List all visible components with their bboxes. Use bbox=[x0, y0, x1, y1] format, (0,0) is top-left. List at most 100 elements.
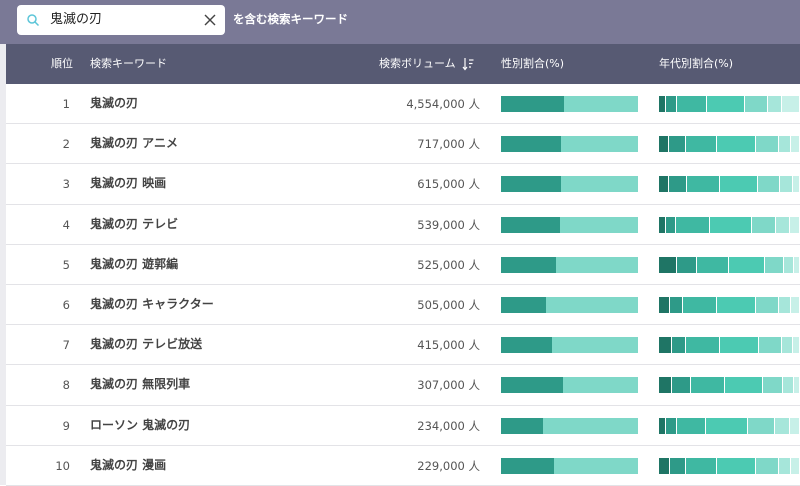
age-segment bbox=[794, 377, 800, 394]
gender-female-segment bbox=[543, 417, 638, 434]
search-bar: 鬼滅の刃 を含む検索キーワード bbox=[0, 0, 800, 44]
age-segment bbox=[666, 216, 676, 233]
rank-cell: 7 bbox=[62, 338, 70, 353]
gender-male-segment bbox=[501, 417, 544, 434]
table-row[interactable]: 1 鬼滅の刃 4,554,000 人 bbox=[6, 84, 800, 125]
gender-male-segment bbox=[501, 457, 555, 474]
search-value: 鬼滅の刃 bbox=[50, 12, 103, 27]
age-segment bbox=[725, 377, 764, 394]
keyword-link[interactable]: 鬼滅の刃 漫画 bbox=[90, 457, 167, 472]
volume-cell: 717,000 人 bbox=[417, 137, 480, 152]
age-segment bbox=[716, 296, 757, 313]
gender-female-segment bbox=[562, 377, 638, 394]
volume-cell: 307,000 人 bbox=[417, 378, 480, 393]
volume-cell: 525,000 人 bbox=[417, 257, 480, 272]
header-gender: 性別割合(%) bbox=[501, 57, 565, 70]
contains-label: を含む検索キーワード bbox=[233, 12, 348, 26]
age-segment bbox=[790, 417, 800, 434]
table-header: 順位 検索キーワード 検索ボリューム 性別割合(%) 年代別割合(%) bbox=[6, 44, 800, 84]
age-ratio-bar bbox=[659, 96, 800, 112]
age-segment bbox=[744, 96, 768, 112]
age-segment bbox=[778, 457, 792, 474]
age-segment bbox=[666, 417, 678, 434]
table-row[interactable]: 5 鬼滅の刃 遊郭編 525,000 人 bbox=[6, 244, 800, 285]
gender-female-segment bbox=[561, 136, 638, 153]
table-row[interactable]: 2 鬼滅の刃 アニメ 717,000 人 bbox=[6, 124, 800, 165]
age-segment bbox=[659, 377, 672, 394]
keyword-link[interactable]: 鬼滅の刃 キャラクター bbox=[90, 296, 214, 311]
age-ratio-bar bbox=[659, 377, 800, 394]
keyword-link[interactable]: 鬼滅の刃 アニメ bbox=[90, 136, 178, 151]
age-segment bbox=[767, 96, 782, 112]
volume-cell: 234,000 人 bbox=[417, 418, 480, 433]
age-segment bbox=[791, 136, 800, 153]
gender-ratio-bar bbox=[501, 337, 638, 354]
keyword-link[interactable]: 鬼滅の刃 無限列車 bbox=[90, 377, 191, 392]
age-segment bbox=[670, 457, 686, 474]
clear-icon[interactable] bbox=[203, 13, 217, 27]
age-segment bbox=[691, 377, 726, 394]
age-segment bbox=[677, 256, 698, 273]
rank-cell: 6 bbox=[62, 297, 70, 312]
age-segment bbox=[752, 216, 776, 233]
age-segment bbox=[659, 296, 671, 313]
age-ratio-bar bbox=[659, 136, 800, 153]
age-segment bbox=[790, 216, 800, 233]
age-segment bbox=[687, 176, 720, 193]
age-segment bbox=[709, 216, 753, 233]
volume-cell: 4,554,000 人 bbox=[406, 97, 480, 111]
age-segment bbox=[781, 96, 800, 112]
age-segment bbox=[659, 136, 669, 153]
gender-male-segment bbox=[501, 337, 552, 354]
gender-female-segment bbox=[551, 337, 638, 354]
volume-cell: 415,000 人 bbox=[417, 338, 480, 353]
gender-ratio-bar bbox=[501, 457, 638, 474]
gender-male-segment bbox=[501, 176, 562, 193]
gender-ratio-bar bbox=[501, 296, 638, 313]
keyword-link[interactable]: 鬼滅の刃 テレビ放送 bbox=[90, 337, 203, 352]
age-segment bbox=[659, 176, 669, 193]
table-row[interactable]: 7 鬼滅の刃 テレビ放送 415,000 人 bbox=[6, 325, 800, 366]
table-row[interactable]: 9 ローソン 鬼滅の刃 234,000 人 bbox=[6, 405, 800, 446]
age-segment bbox=[671, 337, 686, 354]
left-strip bbox=[0, 44, 6, 485]
age-segment bbox=[757, 176, 781, 193]
age-segment bbox=[756, 457, 779, 474]
keyword-link[interactable]: 鬼滅の刃 bbox=[90, 96, 139, 110]
gender-ratio-bar bbox=[501, 136, 638, 153]
header-volume[interactable]: 検索ボリューム bbox=[379, 57, 456, 70]
age-ratio-bar bbox=[659, 176, 800, 193]
age-segment bbox=[705, 417, 748, 434]
search-input[interactable]: 鬼滅の刃 bbox=[17, 5, 225, 35]
age-segment bbox=[759, 337, 782, 354]
gender-female-segment bbox=[555, 256, 638, 273]
age-ratio-bar bbox=[659, 216, 800, 233]
gender-male-segment bbox=[501, 296, 547, 313]
keyword-link[interactable]: 鬼滅の刃 テレビ bbox=[90, 216, 179, 231]
rank-cell: 10 bbox=[55, 458, 70, 473]
table-row[interactable]: 6 鬼滅の刃 キャラクター 505,000 人 bbox=[6, 284, 800, 326]
table-row[interactable]: 4 鬼滅の刃 テレビ 539,000 人 bbox=[6, 204, 800, 245]
age-segment bbox=[666, 96, 678, 112]
keyword-link[interactable]: ローソン 鬼滅の刃 bbox=[90, 417, 191, 432]
age-segment bbox=[685, 337, 720, 354]
table-row[interactable]: 8 鬼滅の刃 無限列車 307,000 人 bbox=[6, 365, 800, 406]
rank-cell: 5 bbox=[62, 257, 70, 272]
volume-cell: 229,000 人 bbox=[417, 458, 480, 473]
table-row[interactable]: 10 鬼滅の刃 漫画 229,000 人 bbox=[6, 445, 800, 486]
keyword-link[interactable]: 鬼滅の刃 映画 bbox=[90, 176, 167, 191]
sort-icon[interactable] bbox=[462, 57, 474, 71]
age-segment bbox=[729, 256, 765, 273]
table-row[interactable]: 3 鬼滅の刃 映画 615,000 人 bbox=[6, 164, 800, 205]
age-segment bbox=[675, 216, 710, 233]
keyword-link[interactable]: 鬼滅の刃 遊郭編 bbox=[90, 256, 179, 271]
age-segment bbox=[719, 337, 760, 354]
gender-female-segment bbox=[546, 296, 638, 313]
volume-cell: 505,000 人 bbox=[417, 297, 480, 312]
age-segment bbox=[756, 296, 779, 313]
rank-cell: 1 bbox=[62, 97, 70, 111]
age-segment bbox=[784, 256, 795, 273]
age-segment bbox=[716, 457, 757, 474]
age-segment bbox=[670, 296, 683, 313]
age-segment bbox=[659, 337, 672, 354]
